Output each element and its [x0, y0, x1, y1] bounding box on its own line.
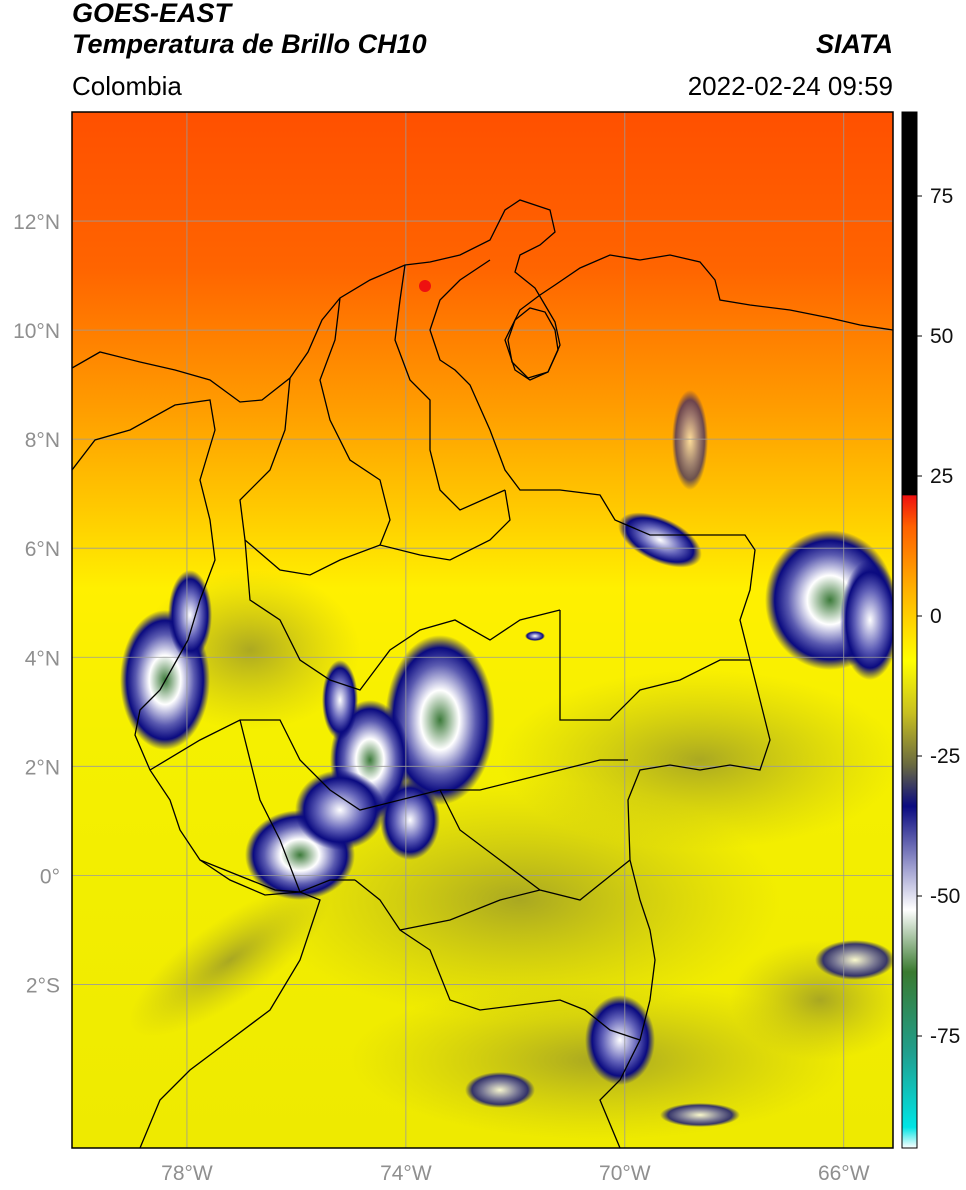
- colorbar-tick-label: -75: [930, 1025, 960, 1048]
- map-frame: [71, 111, 894, 1149]
- colorbar-tick-label: 0: [930, 605, 942, 628]
- lon-tick-label: 78°W: [161, 1162, 213, 1185]
- admin-borders-4: [244, 539, 561, 691]
- region-label: Colombia: [72, 71, 182, 101]
- colorbar-tick-label: 75: [930, 185, 953, 208]
- product-title: Temperatura de Brillo CH10: [72, 29, 427, 59]
- caribbean-coastline: [72, 199, 893, 403]
- peru-brazil-border: [599, 1039, 641, 1148]
- coastline-borders: [72, 199, 893, 1148]
- colorbar: [902, 112, 917, 1148]
- map-gridlines: [72, 112, 893, 1148]
- colorbar-tick-label: 50: [930, 325, 953, 348]
- colorbar-tick-label: -25: [930, 745, 960, 768]
- admin-borders-3: [394, 264, 506, 511]
- colombia-border: [354, 259, 771, 1041]
- colorbar-tick-label: -50: [930, 885, 960, 908]
- colorbar-ticks: 75 50 25 0 -25 -50 -75: [917, 185, 960, 1048]
- admin-borders-7: [439, 789, 631, 901]
- colorbar-frame: [901, 111, 918, 1149]
- lat-tick-label: 8°N: [25, 429, 60, 452]
- venezuela-border: [559, 610, 750, 721]
- lat-tick-label: 12°N: [13, 211, 60, 234]
- lon-tick-label: 70°W: [599, 1162, 651, 1185]
- longitude-labels: 78°W 74°W 70°W 66°W: [161, 1162, 870, 1185]
- lon-tick-label: 74°W: [380, 1162, 432, 1185]
- admin-borders-5: [149, 719, 628, 811]
- lat-tick-label: 2°S: [26, 974, 60, 997]
- satellite-title: GOES-EAST: [72, 0, 232, 28]
- admin-borders-1: [239, 377, 511, 576]
- admin-borders-2: [319, 297, 391, 546]
- admin-borders-6: [239, 719, 301, 893]
- lat-tick-label: 2°N: [25, 756, 60, 779]
- lat-tick-label: 10°N: [13, 320, 60, 343]
- timestamp-label: 2022-02-24 09:59: [687, 71, 893, 101]
- lat-tick-label: 0°: [40, 865, 60, 888]
- ecuador-peru-border: [199, 859, 355, 896]
- colorbar-tick-label: 25: [930, 465, 953, 488]
- lon-tick-label: 66°W: [818, 1162, 870, 1185]
- admin-borders-8: [399, 889, 541, 931]
- lat-tick-label: 6°N: [25, 538, 60, 561]
- temperature-field: [72, 112, 893, 1148]
- latitude-labels: 12°N 10°N 8°N 6°N 4°N 2°N 0° 2°S: [13, 211, 60, 997]
- agency-label: SIATA: [816, 29, 893, 59]
- lake-maracaibo: [507, 307, 559, 379]
- lat-tick-label: 4°N: [25, 647, 60, 670]
